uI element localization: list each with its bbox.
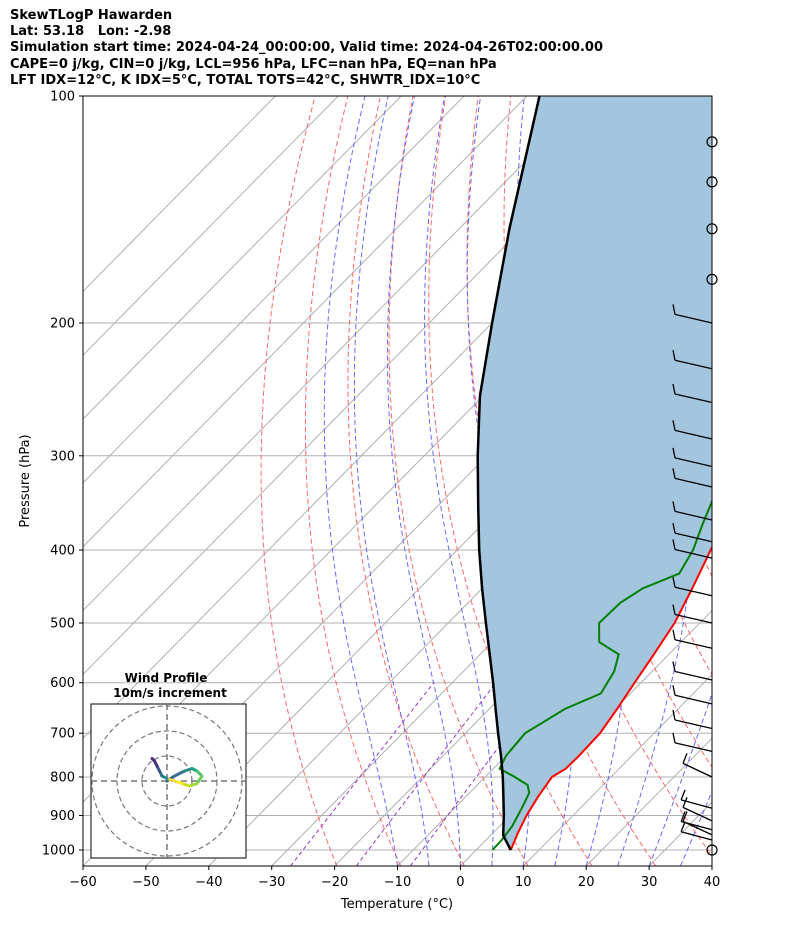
y-tick-label: 600 bbox=[50, 676, 75, 691]
isotherm-line bbox=[83, 96, 276, 293]
isotherm-line bbox=[83, 96, 402, 420]
dry-adiabat-line bbox=[260, 96, 338, 866]
calm-wind-marker bbox=[706, 273, 718, 285]
moist-adiabat-line bbox=[386, 96, 461, 866]
mixing-ratio-line bbox=[355, 682, 497, 866]
moist-adiabat-line bbox=[648, 692, 712, 866]
y-tick-label: 500 bbox=[50, 617, 75, 632]
moist-adiabat-line bbox=[466, 96, 532, 866]
moist-adiabat-line bbox=[711, 864, 712, 866]
hodograph-inset: Wind Profile 10m/s increment bbox=[90, 671, 247, 859]
wind-barb bbox=[680, 821, 713, 841]
chart-title: SkewTLogP Hawarden bbox=[10, 8, 173, 23]
wind-barb bbox=[672, 629, 713, 649]
y-tick-label: 700 bbox=[50, 727, 75, 742]
location-line: Lat: 53.18 Lon: -2.98 bbox=[10, 24, 172, 40]
wind-barb bbox=[672, 350, 713, 370]
isotherm-line bbox=[522, 673, 712, 866]
wind-barb bbox=[672, 685, 713, 705]
calm-wind-marker bbox=[706, 176, 718, 188]
x-tick-label: 40 bbox=[704, 875, 721, 890]
y-tick-label: 200 bbox=[50, 317, 75, 332]
wind-barb bbox=[672, 709, 713, 730]
hodograph-segment bbox=[195, 774, 204, 785]
wind-barb bbox=[680, 811, 713, 831]
isotherm-line bbox=[83, 96, 465, 484]
x-tick-label: 30 bbox=[641, 875, 658, 890]
x-tick-label: 10 bbox=[515, 875, 532, 890]
x-tick-label: −20 bbox=[321, 875, 348, 890]
wind-barb bbox=[672, 604, 713, 624]
moist-adiabat-line bbox=[617, 96, 694, 866]
wind-barb bbox=[680, 789, 713, 809]
wind-barb bbox=[682, 797, 713, 822]
temperature-line bbox=[509, 545, 712, 851]
y-tick-label: 400 bbox=[50, 544, 75, 559]
hodograph-title: Wind Profile bbox=[125, 671, 208, 685]
cape-shading bbox=[477, 96, 712, 850]
dry-adiabat-line bbox=[304, 96, 402, 866]
y-tick-label: 800 bbox=[50, 771, 75, 786]
x-tick-label: −60 bbox=[69, 875, 96, 890]
wind-barb bbox=[672, 468, 713, 488]
dewpoint-line bbox=[491, 498, 712, 851]
y-tick-label: 900 bbox=[50, 809, 75, 824]
dry-adiabat-line bbox=[771, 96, 794, 866]
moist-adiabat-line bbox=[353, 96, 430, 866]
axis-ticks: −60 −50 −40 −30 −20 −10 0 10 20 30 40 100 200 300 400 5… bbox=[42, 90, 720, 891]
isotherm-line bbox=[83, 96, 339, 356]
isotherm-line bbox=[83, 96, 591, 612]
wind-barb bbox=[672, 501, 713, 521]
isotherm-line bbox=[83, 96, 528, 548]
wind-barbs bbox=[672, 136, 718, 856]
stability-line-1: CAPE=0 j/kg, CIN=0 j/kg, LCL=956 hPa, LF… bbox=[10, 56, 497, 72]
wind-barb bbox=[672, 420, 713, 440]
time-line: Simulation start time: 2024-04-24_00:00:… bbox=[10, 40, 603, 56]
dry-adiabat-line bbox=[347, 96, 465, 866]
moist-adiabat-line bbox=[680, 790, 712, 866]
cape-fill-layer bbox=[477, 96, 712, 850]
calm-wind-marker bbox=[706, 223, 718, 235]
x-tick-label: 0 bbox=[456, 875, 464, 890]
dry-adiabat-line bbox=[388, 96, 529, 866]
wind-barb bbox=[672, 522, 713, 543]
x-axis-label: Temperature (°C) bbox=[340, 897, 453, 912]
mixing-ratio-line bbox=[409, 682, 548, 866]
wind-barb bbox=[672, 661, 713, 681]
dry-adiabat-line bbox=[705, 96, 712, 161]
dry-adiabat-line bbox=[739, 96, 794, 866]
y-axis-label: Pressure (hPa) bbox=[18, 434, 33, 527]
hodograph-subtitle: 10m/s increment bbox=[113, 686, 227, 700]
wind-barb bbox=[672, 383, 713, 404]
isotherm-line bbox=[711, 865, 712, 866]
chart-header: SkewTLogP Hawarden Lat: 53.18 Lon: -2.98… bbox=[10, 8, 603, 89]
hodograph-segment bbox=[173, 769, 186, 778]
x-tick-label: −30 bbox=[258, 875, 285, 890]
parcel-line bbox=[476, 96, 541, 851]
isotherm-line bbox=[334, 482, 712, 866]
calm-wind-marker bbox=[706, 844, 718, 856]
wind-barb bbox=[672, 304, 713, 324]
moist-adiabat-line bbox=[323, 96, 398, 866]
wind-barb bbox=[682, 753, 713, 778]
calm-wind-marker bbox=[706, 136, 718, 148]
x-tick-label: −10 bbox=[384, 875, 411, 890]
y-tick-label: 300 bbox=[50, 449, 75, 464]
moist-adiabat-line bbox=[424, 96, 494, 866]
mixing-ratio-line bbox=[290, 682, 435, 866]
wind-barb bbox=[672, 577, 713, 597]
wind-barb bbox=[672, 447, 713, 468]
wind-barb bbox=[672, 732, 713, 753]
y-tick-label: 1000 bbox=[42, 844, 75, 859]
stability-line-2: LFT IDX=12°C, K IDX=5°C, TOTAL TOTS=42°C… bbox=[10, 72, 481, 88]
hodograph-segment bbox=[150, 757, 156, 763]
x-tick-label: −40 bbox=[195, 875, 222, 890]
x-tick-label: −50 bbox=[132, 875, 159, 890]
profile-lines bbox=[476, 96, 712, 851]
wind-barb bbox=[672, 539, 713, 559]
y-tick-label: 100 bbox=[50, 90, 75, 105]
moist-adiabat-line bbox=[744, 96, 794, 866]
x-tick-label: 20 bbox=[578, 875, 595, 890]
